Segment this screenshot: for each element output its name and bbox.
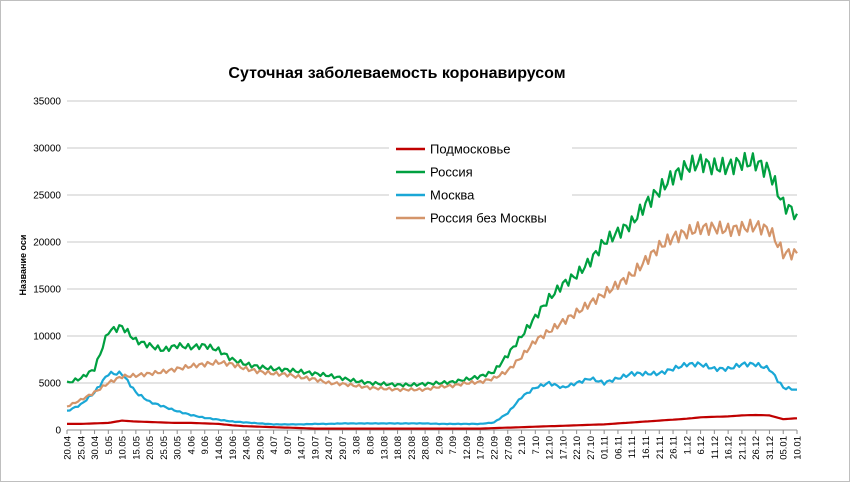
x-tick-label: 21.12: [737, 436, 748, 460]
x-tick-label: 4.06: [186, 436, 197, 455]
x-tick-label: 30.05: [173, 436, 184, 460]
x-tick-label: 14.06: [214, 436, 225, 460]
x-tick-label: 22.10: [572, 436, 583, 460]
chart-title: Суточная заболеваемость коронавирусом: [228, 65, 565, 82]
x-tick-label: 23.08: [407, 436, 418, 460]
x-tick-label: 16.12: [724, 436, 735, 460]
x-tick-label: 01.11: [600, 436, 611, 459]
x-tick-label: 20.05: [145, 436, 156, 460]
y-tick-label: 5000: [39, 379, 62, 390]
legend-label: Подмосковье: [430, 142, 511, 157]
series-line-0: [67, 413, 798, 430]
x-tick-label: 14.07: [297, 436, 308, 460]
x-tick-label: 7.10: [531, 436, 542, 455]
x-tick-label: 16.11: [641, 436, 652, 459]
x-tick-labels: 20.04 25.04 30.04 5.05 10.05 15.05 20.05 25.05 3…: [63, 436, 804, 460]
legend-label: Россия без Москвы: [430, 211, 547, 226]
x-tick-label: 2.09: [434, 436, 445, 455]
x-tick-label: 17.09: [476, 436, 487, 460]
x-tick-label: 24.06: [242, 436, 253, 460]
x-tick-label: 18.08: [393, 436, 404, 460]
axes: [66, 429, 798, 434]
x-tick-label: 1.12: [682, 436, 693, 455]
x-tick-label: 27.10: [586, 436, 597, 460]
x-tick-label: 27.09: [503, 436, 514, 460]
x-tick-label: 5.05: [104, 436, 115, 455]
y-tick-label: 20000: [33, 238, 61, 249]
y-tick-label: 10000: [33, 332, 61, 343]
x-tick-label: 17.10: [558, 436, 569, 460]
y-tick-labels: 0 5000 10000 15000 20000 25000 30000 35000: [33, 97, 61, 437]
series-line-3: [66, 218, 798, 408]
x-tick-label: 13.08: [379, 436, 390, 460]
x-tick-label: 8.08: [366, 436, 377, 455]
y-tick-label: 0: [55, 426, 61, 437]
x-tick-label: 25.05: [159, 436, 170, 460]
x-tick-label: 31.12: [765, 436, 776, 460]
x-tick-label: 05.01: [779, 436, 790, 460]
series-line-2: [66, 361, 797, 426]
x-tick-label: 29.06: [255, 436, 266, 460]
x-tick-label: 15.05: [131, 436, 142, 460]
x-tick-label: 22.09: [489, 436, 500, 460]
x-tick-label: 11.12: [710, 436, 721, 459]
x-tick-label: 21.11: [655, 436, 666, 459]
x-tick-label: 25.04: [76, 436, 87, 460]
legend-label: Россия: [430, 165, 473, 180]
x-tick-label: 12.09: [462, 436, 473, 460]
x-tick-label: 29.07: [338, 436, 349, 460]
x-tick-label: 2.10: [517, 436, 528, 455]
x-tick-label: 7.09: [448, 436, 459, 455]
y-tick-label: 35000: [33, 97, 61, 108]
x-tick-label: 10.01: [793, 436, 804, 460]
x-tick-label: 11.11: [627, 436, 638, 458]
y-tick-label: 30000: [33, 144, 61, 155]
x-tick-label: 9.07: [283, 436, 294, 455]
x-tick-label: 26.12: [751, 436, 762, 460]
x-tick-label: 19.07: [310, 436, 321, 460]
x-tick-label: 4.07: [269, 436, 280, 455]
series-lines: [66, 151, 798, 430]
x-tick-label: 3.08: [352, 436, 363, 455]
y-tick-label: 15000: [33, 285, 61, 296]
legend-label: Москва: [430, 188, 475, 203]
y-tick-label: 25000: [33, 191, 61, 202]
x-tick-label: 28.08: [421, 436, 432, 460]
x-tick-label: 06.11: [613, 436, 624, 459]
x-tick-label: 20.04: [63, 436, 74, 460]
legend: Подмосковье Россия Москва Россия без Москвы: [389, 132, 572, 237]
x-tick-label: 26.11: [669, 436, 680, 459]
x-tick-label: 19.06: [228, 436, 239, 460]
x-tick-label: 30.04: [90, 436, 101, 460]
series-line-1: [66, 151, 798, 388]
x-tick-label: 9.06: [200, 436, 211, 455]
x-tick-label: 24.07: [324, 436, 335, 460]
x-tick-label: 10.05: [118, 436, 129, 460]
x-tick-label: 12.10: [545, 436, 556, 460]
y-axis-label: Название оси: [18, 235, 28, 296]
x-tick-label: 6.12: [696, 436, 707, 455]
